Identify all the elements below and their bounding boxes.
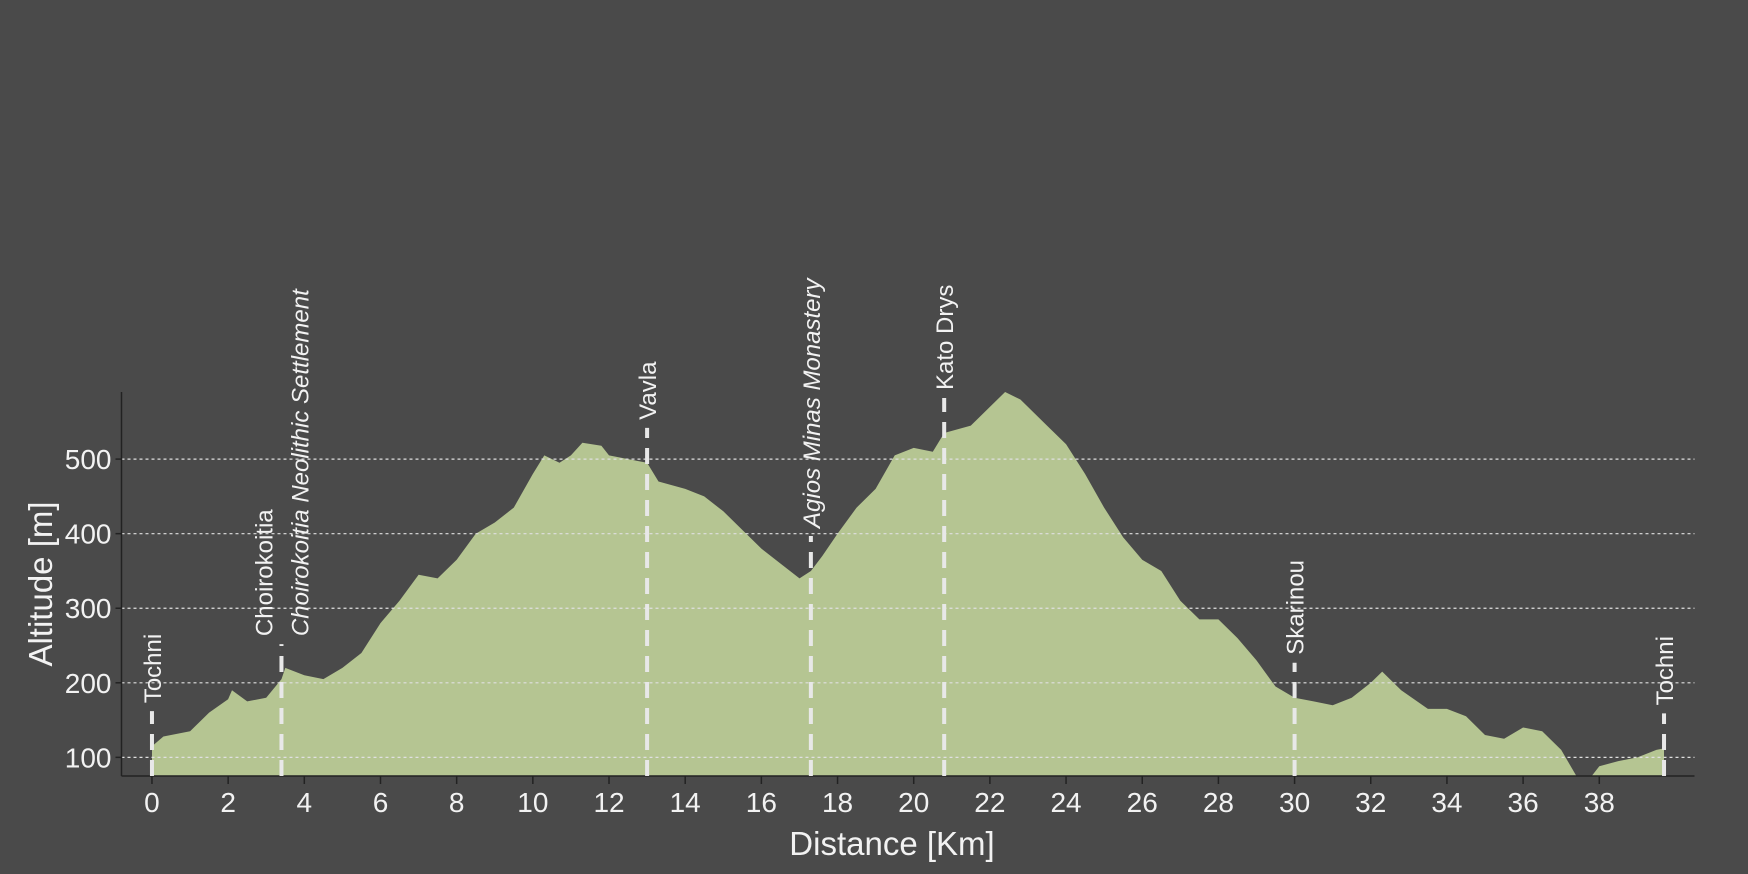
x-tick-label: 18 — [822, 787, 853, 818]
marker-label: Choirokoitia Neolithic Settlement — [287, 288, 314, 636]
marker-label: Agios Minas Monastery — [799, 277, 826, 530]
y-tick-label: 300 — [65, 593, 112, 624]
y-tick-label: 100 — [65, 742, 112, 773]
y-tick-label: 400 — [65, 519, 112, 550]
y-tick-label: 500 — [65, 444, 112, 475]
x-tick-label: 8 — [449, 787, 465, 818]
x-tick-label: 24 — [1050, 787, 1081, 818]
marker-label: Kato Drys — [932, 285, 959, 390]
x-tick-label: 2 — [220, 787, 236, 818]
x-tick-label: 16 — [746, 787, 777, 818]
x-tick-label: 12 — [593, 787, 624, 818]
x-tick-label: 30 — [1279, 787, 1310, 818]
y-tick-label: 200 — [65, 668, 112, 699]
marker-label: Tochni — [140, 634, 167, 703]
x-tick-label: 20 — [898, 787, 929, 818]
x-tick-label: 14 — [670, 787, 701, 818]
x-tick-label: 4 — [297, 787, 313, 818]
marker-label: Tochni — [1652, 636, 1679, 705]
x-tick-label: 32 — [1355, 787, 1386, 818]
elevation-area — [151, 392, 1665, 776]
y-axis-label: Altitude [m] — [22, 501, 59, 666]
x-tick-label: 26 — [1127, 787, 1158, 818]
x-tick-label: 36 — [1508, 787, 1539, 818]
marker-label: Vavla — [635, 361, 662, 420]
x-tick-label: 38 — [1584, 787, 1615, 818]
x-tick-label: 22 — [974, 787, 1005, 818]
x-tick-label: 10 — [517, 787, 548, 818]
x-axis-label: Distance [Km] — [789, 825, 994, 862]
x-tick-label: 6 — [373, 787, 389, 818]
x-tick-label: 28 — [1203, 787, 1234, 818]
marker-label: Choirokoitia — [251, 509, 278, 636]
x-tick-label: 34 — [1431, 787, 1462, 818]
x-tick-label: 0 — [144, 787, 160, 818]
marker-label: Skarinou — [1283, 560, 1310, 655]
